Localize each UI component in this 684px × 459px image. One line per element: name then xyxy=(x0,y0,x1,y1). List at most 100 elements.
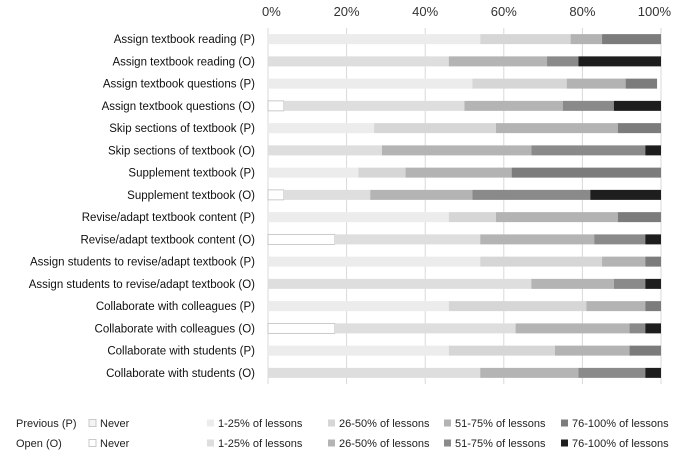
bar-segment xyxy=(480,234,595,245)
bar-segment xyxy=(267,322,336,334)
category-label: Assign textbook questions (O) xyxy=(102,101,256,113)
bar-segment xyxy=(602,256,646,267)
legend-swatch xyxy=(561,419,568,427)
bar-segment xyxy=(370,189,473,200)
bar-segment xyxy=(334,323,516,334)
legend-label: 1-25% of lessons xyxy=(218,418,303,430)
x-tick-label: 80% xyxy=(569,4,595,19)
category-label: Skip sections of textbook (P) xyxy=(109,123,255,135)
category-label: Revise/adapt textbook content (O) xyxy=(80,234,255,246)
x-tick-label: 60% xyxy=(491,4,517,19)
x-tick-label: 100% xyxy=(638,4,672,19)
category-label: Supplement textbook (O) xyxy=(127,190,255,202)
category-label: Supplement textbook (P) xyxy=(128,168,255,180)
x-tick-label: 0% xyxy=(262,4,281,19)
legend-label: 51-75% of lessons xyxy=(455,438,546,450)
legend: Previous (P) Open (O) Never 1-25% of lesson… xyxy=(16,418,669,450)
bar-segment xyxy=(268,367,481,378)
bar-segment xyxy=(283,100,465,111)
bar-segment xyxy=(645,278,661,289)
bar-segment xyxy=(602,34,661,45)
legend-swatch xyxy=(88,419,97,427)
bar-segment xyxy=(645,301,661,312)
bar-segment xyxy=(267,233,336,245)
bar-segment xyxy=(480,34,571,45)
bars xyxy=(267,34,661,378)
bar-segment xyxy=(578,56,661,67)
category-label: Collaborate with students (O) xyxy=(106,368,255,380)
category-labels: Assign textbook reading (P) Assign textbo… xyxy=(29,34,255,380)
legend-label: Never xyxy=(100,418,130,430)
bar-segment xyxy=(645,145,661,156)
bar-segment xyxy=(268,278,532,289)
legend-swatch xyxy=(88,439,97,447)
bar-segment xyxy=(268,56,449,67)
bar-segment xyxy=(268,345,449,356)
bar-segment xyxy=(472,78,567,89)
bar-segment xyxy=(586,301,646,312)
legend-label: Never xyxy=(100,438,130,450)
bar-segment xyxy=(617,212,661,223)
bar-segment xyxy=(531,145,646,156)
bar-segment xyxy=(645,367,661,378)
bar-segment xyxy=(480,367,579,378)
bar-segment xyxy=(629,345,661,356)
bar-segment xyxy=(554,345,630,356)
bar-segment xyxy=(448,56,548,67)
bar-segment xyxy=(645,256,661,267)
bar-segment xyxy=(617,123,661,134)
category-label: Assign textbook reading (O) xyxy=(112,56,255,68)
bar-segment xyxy=(448,301,587,312)
bar-segment xyxy=(268,145,382,156)
bar-segment xyxy=(629,323,646,334)
bar-segment xyxy=(578,367,646,378)
legend-open-label: Open (O) xyxy=(16,438,62,450)
legend-label: 76-100% of lessons xyxy=(572,438,669,450)
legend-label: 51-75% of lessons xyxy=(455,418,546,430)
legend-swatch xyxy=(207,419,214,427)
bar-segment xyxy=(381,145,532,156)
legend-label: 26-50% of lessons xyxy=(339,438,430,450)
bar-segment xyxy=(334,234,481,245)
bar-segment xyxy=(268,78,473,89)
bar-segment xyxy=(495,212,618,223)
bar-segment xyxy=(374,123,496,134)
bar-segment xyxy=(590,189,661,200)
bar-segment xyxy=(625,78,658,89)
category-label: Assign textbook reading (P) xyxy=(114,34,255,46)
category-label: Assign textbook questions (P) xyxy=(103,79,255,91)
legend-swatch xyxy=(207,439,214,447)
bar-segment xyxy=(515,323,630,334)
legend-swatch xyxy=(328,439,335,447)
bar-segment xyxy=(267,100,285,112)
legend-label: 76-100% of lessons xyxy=(572,418,669,430)
category-label: Assign students to revise/adapt textbook… xyxy=(30,257,255,269)
bar-segment xyxy=(547,56,579,67)
legend-swatch xyxy=(561,439,568,447)
legend-swatch xyxy=(444,419,451,427)
legend-label: 1-25% of lessons xyxy=(218,438,303,450)
bar-segment xyxy=(268,34,481,45)
legend-label: 26-50% of lessons xyxy=(339,418,430,430)
category-label: Revise/adapt textbook content (P) xyxy=(82,212,255,224)
bar-segment xyxy=(268,301,449,312)
category-label: Collaborate with colleagues (O) xyxy=(95,323,256,335)
bar-segment xyxy=(267,189,285,201)
bar-segment xyxy=(283,189,371,200)
x-tick-label: 20% xyxy=(334,4,360,19)
legend-previous-label: Previous (P) xyxy=(16,418,77,430)
legend-swatch xyxy=(328,419,335,427)
bar-segment xyxy=(405,167,512,178)
category-label: Collaborate with colleagues (P) xyxy=(96,301,255,313)
bar-segment xyxy=(511,167,661,178)
bar-segment xyxy=(570,34,603,45)
bar-segment xyxy=(472,189,591,200)
category-label: Skip sections of textbook (O) xyxy=(108,145,255,157)
bar-segment xyxy=(358,167,406,178)
x-axis-ticks: 0% 20% 40% 60% 80% 100% xyxy=(262,4,671,19)
legend-swatch xyxy=(444,439,451,447)
bar-segment xyxy=(562,100,614,111)
bar-segment xyxy=(645,323,661,334)
bar-segment xyxy=(594,234,646,245)
